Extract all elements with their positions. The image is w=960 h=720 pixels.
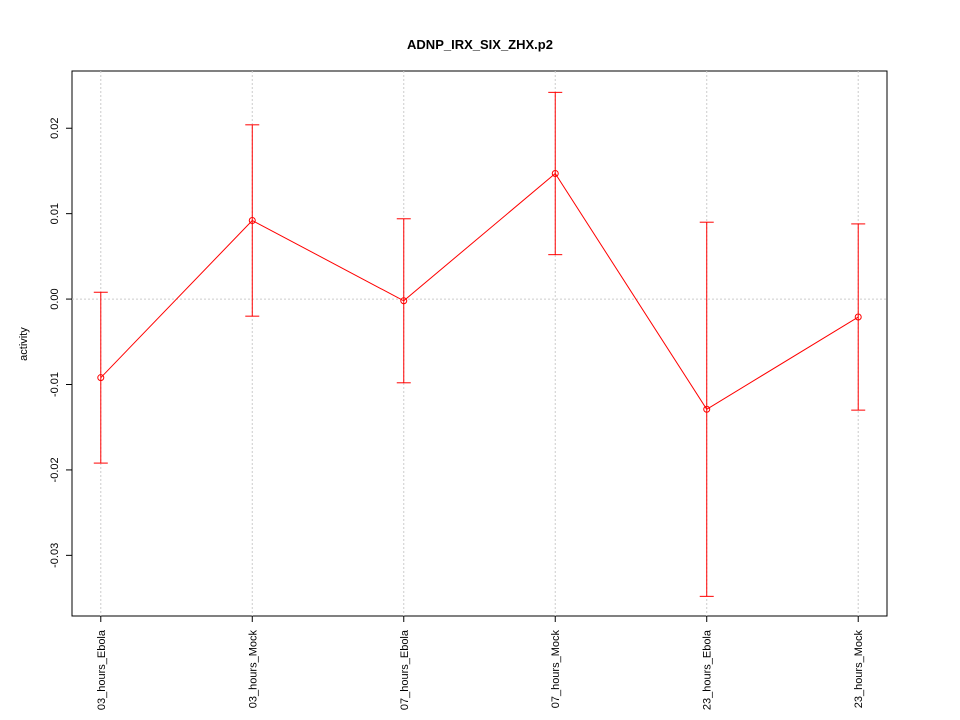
y-tick-label: -0.01	[49, 372, 61, 397]
series-line	[100, 172, 859, 410]
x-tick-label: 07_hours_Ebola	[399, 629, 411, 710]
y-axis-label: activity	[18, 327, 30, 361]
y-tick-label: 0.00	[49, 288, 61, 309]
y-tick-label: 0.02	[49, 118, 61, 139]
plot-frame	[71, 70, 888, 617]
x-tick-label: 23_hours_Ebola	[702, 629, 714, 710]
point	[854, 313, 862, 321]
chart-title: ADNP_IRX_SIX_ZHX.p2	[407, 37, 553, 52]
point	[97, 374, 105, 382]
x-tick-label: 07_hours_Mock	[550, 630, 562, 709]
x-tick-label: 03_hours_Mock	[247, 630, 259, 709]
y-tick-label: -0.02	[49, 457, 61, 482]
point	[248, 216, 256, 224]
x-tick-label: 23_hours_Mock	[853, 630, 865, 709]
point	[703, 405, 711, 413]
point	[551, 170, 559, 178]
x-tick-label: 03_hours_Ebola	[96, 629, 108, 710]
y-tick-label: 0.01	[49, 203, 61, 224]
y-tick-label: -0.03	[49, 543, 61, 568]
point	[400, 297, 408, 305]
